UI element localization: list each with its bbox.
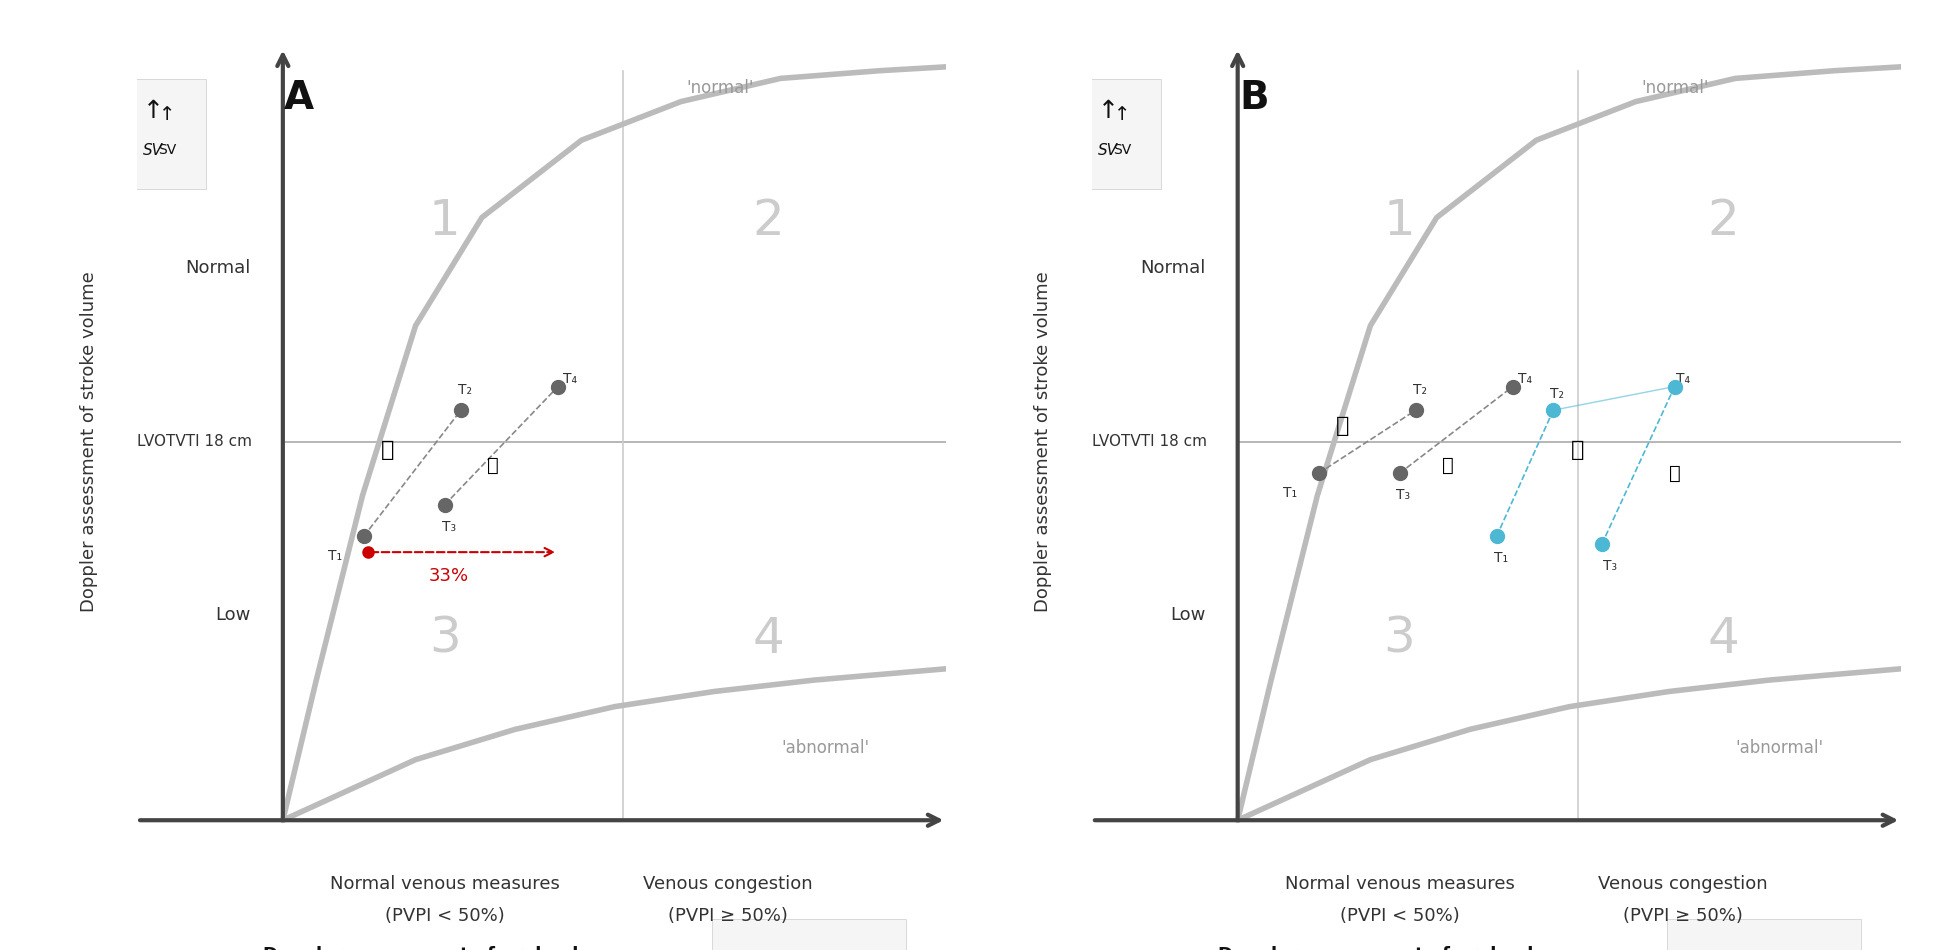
- Text: Normal: Normal: [1141, 259, 1205, 277]
- Text: 'abnormal': 'abnormal': [780, 739, 868, 757]
- Text: T₁: T₁: [1284, 486, 1298, 500]
- Text: 🏥: 🏥: [488, 456, 500, 475]
- Text: Normal venous measures: Normal venous measures: [1284, 876, 1515, 893]
- Text: SV: SV: [1113, 143, 1131, 157]
- Text: 1: 1: [429, 197, 461, 245]
- Text: 🏥: 🏥: [1668, 464, 1680, 483]
- Text: Doppler assessment of stroke volume: Doppler assessment of stroke volume: [1035, 272, 1053, 612]
- Text: SV: SV: [1098, 142, 1119, 158]
- Text: T₂: T₂: [459, 384, 472, 397]
- Text: T₄: T₄: [1676, 371, 1690, 386]
- Text: Normal venous measures: Normal venous measures: [329, 876, 561, 893]
- Text: T₃: T₃: [441, 520, 457, 534]
- Text: 4: 4: [1707, 615, 1739, 663]
- Text: ↑: ↑: [1098, 99, 1119, 123]
- Text: 33%: 33%: [429, 567, 468, 585]
- Text: Low: Low: [216, 606, 251, 624]
- Text: 3: 3: [1384, 615, 1415, 663]
- FancyBboxPatch shape: [129, 79, 206, 189]
- Text: 🛏: 🛏: [1337, 416, 1350, 436]
- Text: A: A: [284, 79, 314, 117]
- Text: 'abnormal': 'abnormal': [1737, 739, 1825, 757]
- Text: Normal: Normal: [184, 259, 251, 277]
- Text: ↑: ↑: [143, 99, 165, 123]
- Text: Doppler assessment of preload: Doppler assessment of preload: [263, 946, 578, 950]
- Text: LVOTVTI 18 cm: LVOTVTI 18 cm: [137, 434, 253, 449]
- Text: (PVPI < 50%): (PVPI < 50%): [1339, 907, 1460, 925]
- Text: SV: SV: [159, 143, 176, 157]
- Text: ↑: ↑: [1113, 105, 1131, 124]
- Text: (PVPI < 50%): (PVPI < 50%): [384, 907, 504, 925]
- Text: 'normal': 'normal': [1641, 79, 1709, 97]
- Text: T₁: T₁: [329, 549, 343, 563]
- Text: B: B: [1239, 79, 1268, 117]
- FancyBboxPatch shape: [711, 919, 906, 950]
- Text: 🏥: 🏥: [1443, 456, 1454, 475]
- FancyBboxPatch shape: [1084, 79, 1160, 189]
- Text: Low: Low: [1170, 606, 1205, 624]
- Text: T₃: T₃: [1603, 560, 1617, 574]
- Text: 4: 4: [753, 615, 784, 663]
- Text: 1: 1: [1384, 197, 1415, 245]
- Text: T₄: T₄: [1517, 371, 1533, 386]
- Text: SV: SV: [143, 142, 163, 158]
- Text: Venous congestion: Venous congestion: [1597, 876, 1768, 893]
- Text: Venous congestion: Venous congestion: [643, 876, 813, 893]
- Text: Doppler assessment of stroke volume: Doppler assessment of stroke volume: [80, 272, 98, 612]
- Text: T₂: T₂: [1550, 388, 1564, 402]
- Text: 2: 2: [753, 197, 784, 245]
- Text: (PVPI ≥ 50%): (PVPI ≥ 50%): [1623, 907, 1742, 925]
- FancyBboxPatch shape: [1666, 919, 1860, 950]
- Text: 2: 2: [1707, 197, 1739, 245]
- Text: ↑: ↑: [159, 105, 174, 124]
- Text: Doppler assessment of preload: Doppler assessment of preload: [1217, 946, 1533, 950]
- Text: T₁: T₁: [1494, 551, 1507, 565]
- Text: T₂: T₂: [1413, 384, 1427, 397]
- Text: (PVPI ≥ 50%): (PVPI ≥ 50%): [668, 907, 788, 925]
- Text: LVOTVTI 18 cm: LVOTVTI 18 cm: [1092, 434, 1207, 449]
- Text: 🛏: 🛏: [1570, 440, 1584, 460]
- Text: 🛏: 🛏: [382, 440, 394, 460]
- Text: 'normal': 'normal': [686, 79, 753, 97]
- Text: T₄: T₄: [563, 371, 576, 386]
- Text: 3: 3: [429, 615, 461, 663]
- Text: T₃: T₃: [1396, 488, 1411, 503]
